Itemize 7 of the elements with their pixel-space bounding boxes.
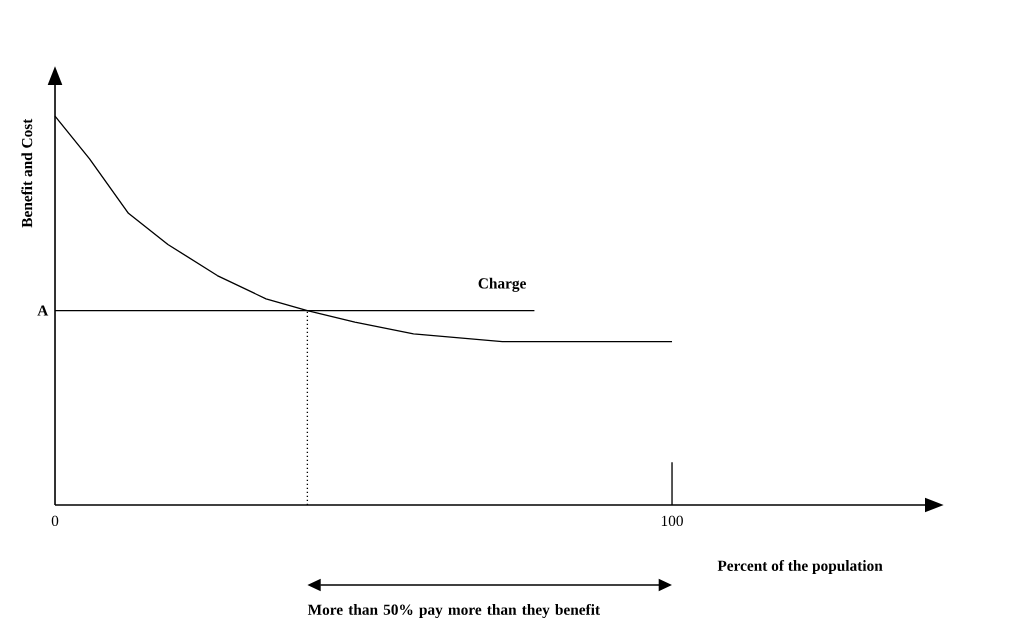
x-tick-label: 100 [661,515,683,527]
annotation: A [37,305,49,316]
text: More than 50% pay more than they benefit [307,603,600,618]
y-axis-title: Benefit and Cost [21,118,33,228]
series-label: Charge [478,277,526,292]
x-tick-label: 0 [51,515,59,527]
x-axis-title: Percent of the population [717,559,883,575]
